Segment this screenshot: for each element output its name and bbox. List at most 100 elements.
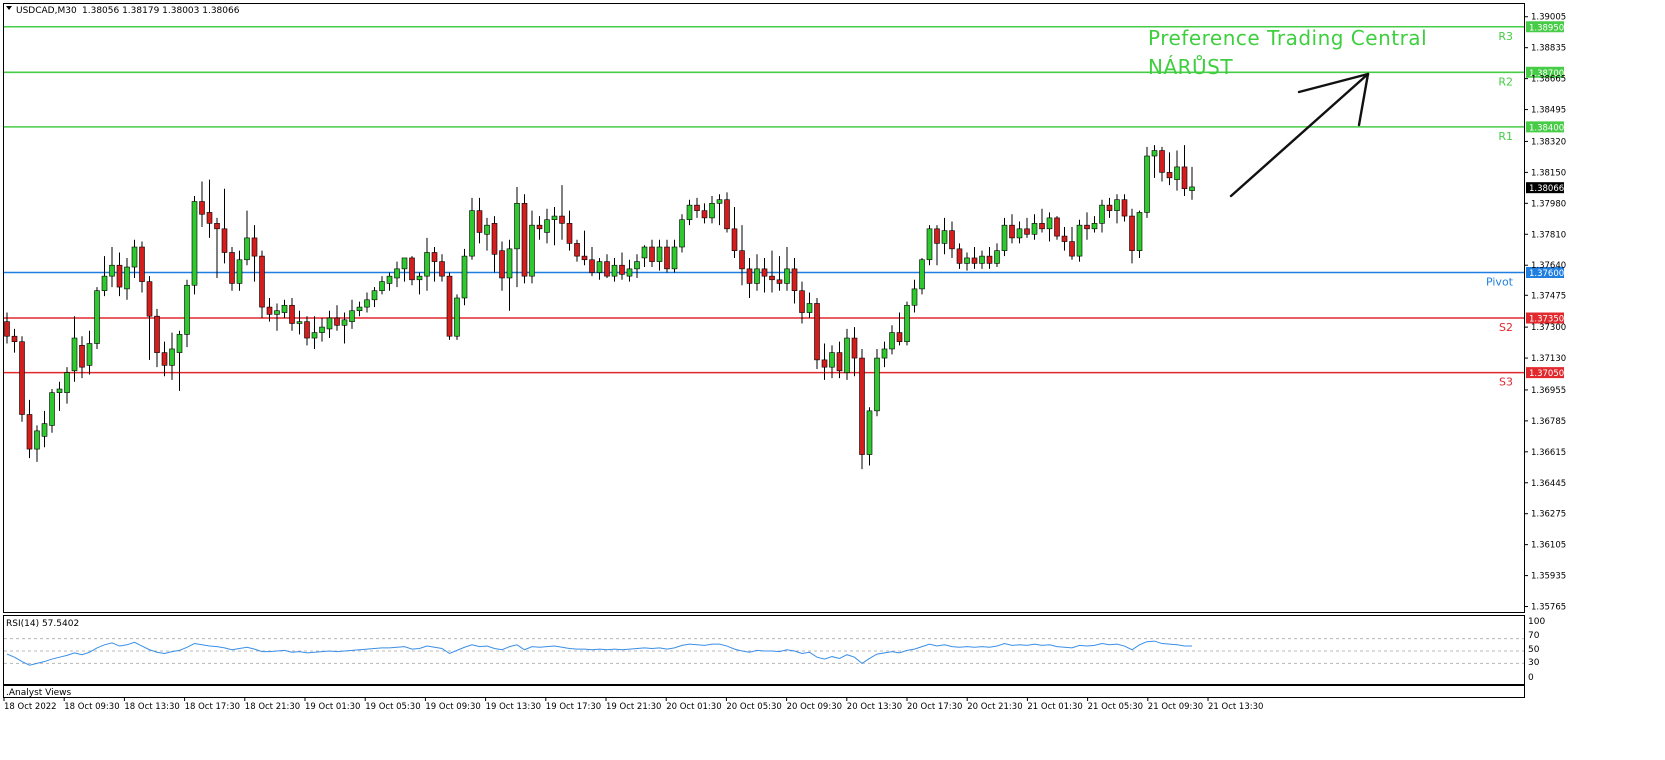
candle-body-bear [1009,224,1015,239]
candle [986,247,993,269]
candle [1031,214,1038,240]
candle-body-bear [259,255,265,308]
candle [311,316,318,349]
candle-body-bear [836,352,843,372]
time-tick-label: 18 Oct 21:30 [245,702,300,712]
candle-body-bull [49,392,55,426]
candle [469,197,475,260]
candle [431,247,438,282]
candle-body-bull [1031,223,1038,235]
candle [724,192,730,233]
candle-body-bear [574,243,580,257]
candle-body-bear [769,275,775,281]
candle-body-bear [1039,223,1045,230]
current-price-label: 1.38066 [1529,184,1564,194]
time-tick-label: 18 Oct 17:30 [185,702,240,712]
candle-body-bear [859,357,865,455]
time-tick-label: 20 Oct 05:30 [726,702,781,712]
candle-body-bear [559,215,565,224]
time-tick-label: 21 Oct 09:30 [1148,702,1203,712]
candle-body-bull [184,284,190,335]
candle-body-bull [964,257,970,264]
candle-body-bear [476,210,483,233]
candle [41,410,48,448]
candle-body-bear [139,246,145,282]
price-tick-label: 1.36275 [1531,510,1566,520]
candle-body-bear [589,259,595,273]
level-price-label: 1.38700 [1529,69,1564,79]
candle [154,308,160,368]
price-tick-label: 1.38320 [1531,137,1566,147]
candle [1121,194,1128,222]
rsi-label: RSI(14) 57.5402 [6,619,79,629]
candle [604,254,610,278]
candle-body-bear [4,321,10,337]
candle [296,310,303,335]
candle [191,196,198,295]
candle [671,239,678,273]
candle-body-bull [131,246,138,268]
candle [844,328,850,380]
candle [1174,150,1180,191]
candle [11,328,18,353]
candle-body-bull [926,228,933,261]
candle [1159,146,1165,182]
candle [4,312,10,344]
up-arrow-icon[interactable] [1229,72,1370,198]
price-tick-label: 1.36105 [1531,541,1566,551]
candle-body-bear [116,264,123,288]
time-axis[interactable]: 18 Oct 2022 18 Oct 09:30 18 Oct 13:30 18 Oc… [3,697,1263,712]
rsi-level-30: 30 [1528,658,1540,668]
candle [709,196,715,224]
candle [484,217,490,251]
candle-body-bull [311,332,318,339]
candle [514,186,520,288]
time-tick-label: 21 Oct 13:30 [1208,702,1263,712]
candle-body-bear [289,304,295,324]
candle [821,343,828,380]
annotation-title: Preference Trading Central [1148,26,1427,50]
candle-body-bull [484,224,490,235]
candle [1144,146,1150,218]
price-tick-label: 1.37980 [1531,199,1566,209]
current-price-tag [1526,182,1564,194]
candle [214,217,220,278]
candle [506,239,513,311]
candlesticks [4,145,1195,470]
candle-body-bull [844,337,850,373]
candle-body-bull [1174,166,1180,180]
candle [941,217,948,255]
candle-body-bull [394,268,400,279]
price-tick-label: 1.37130 [1531,354,1566,364]
candle-body-bull [911,288,918,306]
candle-body-bull [274,310,280,315]
candle-body-bull [716,199,723,204]
candle-body-bear [761,268,768,277]
rsi-line [6,640,1192,666]
candle [611,257,618,282]
candle [686,199,693,226]
candle [926,225,933,266]
candle [746,257,753,298]
candle [26,399,33,459]
candle-body-bull [34,430,40,450]
chart-menu-caret-icon[interactable] [6,6,12,10]
candle-body-bull [626,268,633,277]
candle [364,292,370,313]
candle [1046,212,1053,242]
level-price-tag [1526,267,1564,279]
price-tick-label: 1.35935 [1531,572,1566,582]
candle [386,272,393,291]
price-axis[interactable]: 1.39005 1.38835 1.38665 1.38495 1.38320 1.381… [1524,13,1566,613]
candle-body-bull [469,210,475,257]
level-price-tag [1526,367,1564,379]
candle-body-bear [604,261,610,277]
candle [266,297,273,322]
candle-body-bull [596,261,603,273]
candle [86,330,93,375]
candle [1039,208,1045,233]
candle [904,301,910,346]
candle-body-bull [889,332,895,350]
candle-body-bull [994,250,1000,264]
